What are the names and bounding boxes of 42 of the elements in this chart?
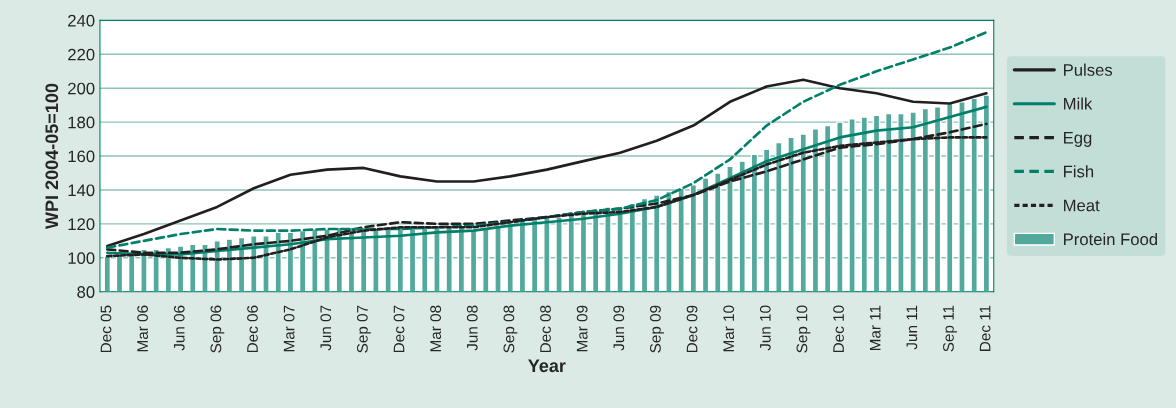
- x-tick-label: Sep 11: [943, 305, 957, 352]
- x-tick-label: Sep 09: [650, 305, 664, 353]
- x-tick-label: Sep 07: [356, 305, 371, 353]
- x-tick-label: Jun 06: [173, 305, 185, 351]
- y-tick-label: 240: [68, 14, 95, 27]
- x-tick-label: Mar 06: [137, 305, 149, 352]
- legend-label: Fish: [1064, 165, 1094, 178]
- x-tick-label: Dec 05: [100, 305, 112, 353]
- x-tick-label: Sep 06: [210, 305, 225, 353]
- x-tick-label: Dec 10: [833, 305, 844, 353]
- y-tick-label: 160: [68, 150, 95, 163]
- x-tick-label: Dec 08: [540, 305, 551, 353]
- x-tick-label: Dec 06: [247, 305, 258, 353]
- x-tick-label: Mar 11: [869, 305, 881, 351]
- x-tick-label: Jun 07: [320, 305, 332, 351]
- y-tick-label: 180: [68, 116, 95, 129]
- legend-label: Pulses: [1064, 63, 1113, 76]
- x-tick-label: Jun 09: [613, 305, 625, 351]
- y-axis-title: WPI 2004-05=100: [45, 83, 59, 230]
- x-tick-label: Sep 08: [503, 305, 518, 353]
- x-tick-label: Mar 10: [723, 305, 735, 352]
- y-tick-label: 120: [68, 218, 95, 231]
- y-tick-label: 100: [68, 252, 95, 265]
- x-tick-label: Mar 08: [430, 305, 442, 352]
- legend-label: Meat: [1064, 199, 1100, 212]
- x-tick-label: Sep 10: [796, 305, 811, 353]
- x-tick-label: Mar 09: [576, 305, 588, 352]
- x-axis-title: Year: [528, 359, 566, 373]
- y-tick-label: 220: [68, 48, 95, 61]
- legend-label: Egg: [1064, 131, 1092, 147]
- x-tick-label: Mar 07: [283, 305, 295, 352]
- legend-label: Protein Food: [1064, 232, 1158, 246]
- x-tick-label: Dec 07: [393, 305, 405, 353]
- legend-label: Milk: [1064, 97, 1093, 110]
- y-tick-label: 200: [68, 82, 95, 95]
- x-tick-label: Jun 08: [466, 305, 478, 351]
- x-tick-label: Jun 10: [759, 305, 771, 351]
- x-tick-label: Dec 11: [979, 305, 991, 351]
- x-tick-label: Jun 11: [906, 305, 918, 350]
- y-tick-label: 80: [77, 286, 95, 298]
- x-tick-label: Dec 09: [686, 305, 698, 353]
- y-tick-label: 140: [68, 184, 95, 197]
